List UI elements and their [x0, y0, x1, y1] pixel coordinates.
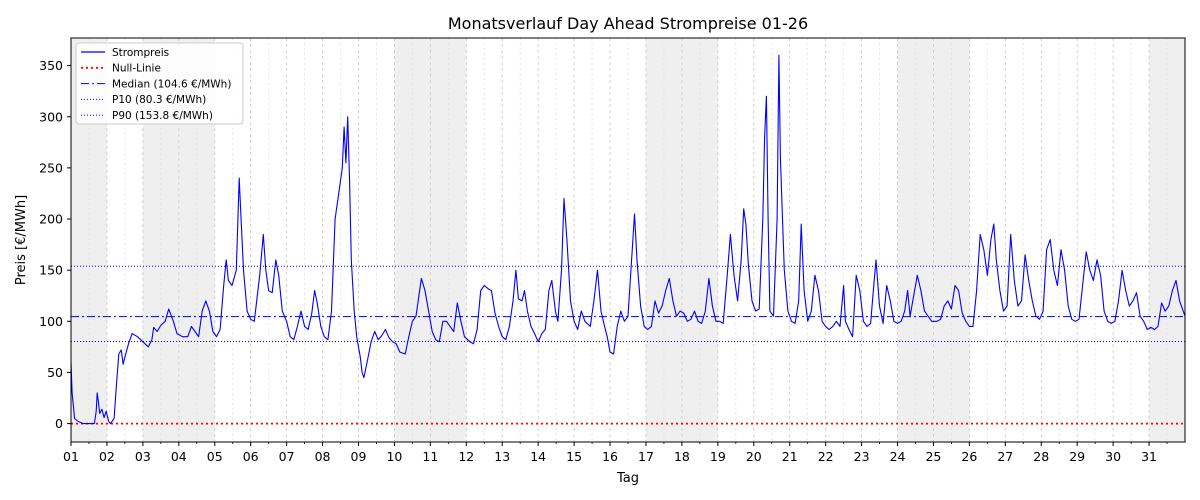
x-tick-label: 24	[890, 449, 906, 464]
x-tick-label: 03	[135, 449, 151, 464]
x-tick-label: 28	[1033, 449, 1049, 464]
y-tick-label: 0	[55, 416, 63, 431]
chart-title: Monatsverlauf Day Ahead Strompreise 01-2…	[448, 14, 808, 33]
y-tick-label: 50	[47, 365, 63, 380]
x-tick-label: 23	[854, 449, 870, 464]
x-tick-label: 12	[458, 449, 474, 464]
y-tick-label: 150	[39, 263, 63, 278]
x-tick-label: 25	[925, 449, 941, 464]
x-tick-label: 18	[674, 449, 690, 464]
x-tick-label: 19	[710, 449, 726, 464]
x-axis-label: Tag	[616, 471, 639, 486]
x-tick-label: 05	[207, 449, 223, 464]
x-tick-label: 21	[782, 449, 798, 464]
x-tick-label: 02	[99, 449, 115, 464]
y-axis-label: Preis [€/MWh]	[14, 195, 29, 285]
legend-entry: P90 (153.8 €/MWh)	[112, 110, 213, 122]
x-tick-label: 14	[530, 449, 546, 464]
y-tick-label: 300	[39, 109, 63, 124]
legend-entry: P10 (80.3 €/MWh)	[112, 94, 206, 106]
y-axis-ticks: 0 50 100 150 200 250 300 350	[39, 58, 71, 431]
x-tick-label: 20	[746, 449, 762, 464]
legend: Strompreis Null-Linie Median (104.6 €/MWh)…	[75, 42, 244, 125]
x-tick-label: 13	[494, 449, 510, 464]
x-tick-label: 22	[818, 449, 834, 464]
x-tick-label: 04	[171, 449, 187, 464]
x-tick-label: 10	[386, 449, 402, 464]
x-tick-label: 31	[1141, 449, 1157, 464]
legend-entry: Strompreis	[112, 47, 169, 59]
series-line-strompreis	[70, 54, 1186, 425]
x-tick-label: 06	[243, 449, 259, 464]
x-tick-label: 17	[638, 449, 654, 464]
x-tick-label: 26	[961, 449, 977, 464]
legend-entry: Median (104.6 €/MWh)	[112, 78, 231, 90]
x-tick-label: 27	[997, 449, 1013, 464]
x-tick-label: 11	[422, 449, 438, 464]
y-tick-label: 250	[39, 160, 63, 175]
y-tick-label: 350	[39, 58, 63, 73]
y-tick-label: 100	[39, 314, 63, 329]
x-tick-label: 01	[63, 449, 79, 464]
y-tick-label: 200	[39, 212, 63, 227]
legend-entry: Null-Linie	[112, 63, 161, 75]
x-tick-label: 09	[351, 449, 367, 464]
series-layer	[70, 54, 1186, 425]
x-tick-label: 16	[602, 449, 618, 464]
x-tick-label: 07	[279, 449, 295, 464]
x-axis-ticks: 01 02 03 04 05 06 07 08 09 10 11 12 13 14 15 16 17 18 19 20…	[63, 442, 1168, 464]
x-tick-label: 30	[1105, 449, 1121, 464]
legend-box	[75, 42, 244, 125]
x-tick-label: 08	[315, 449, 331, 464]
x-tick-label: 29	[1069, 449, 1085, 464]
x-tick-label: 15	[566, 449, 582, 464]
